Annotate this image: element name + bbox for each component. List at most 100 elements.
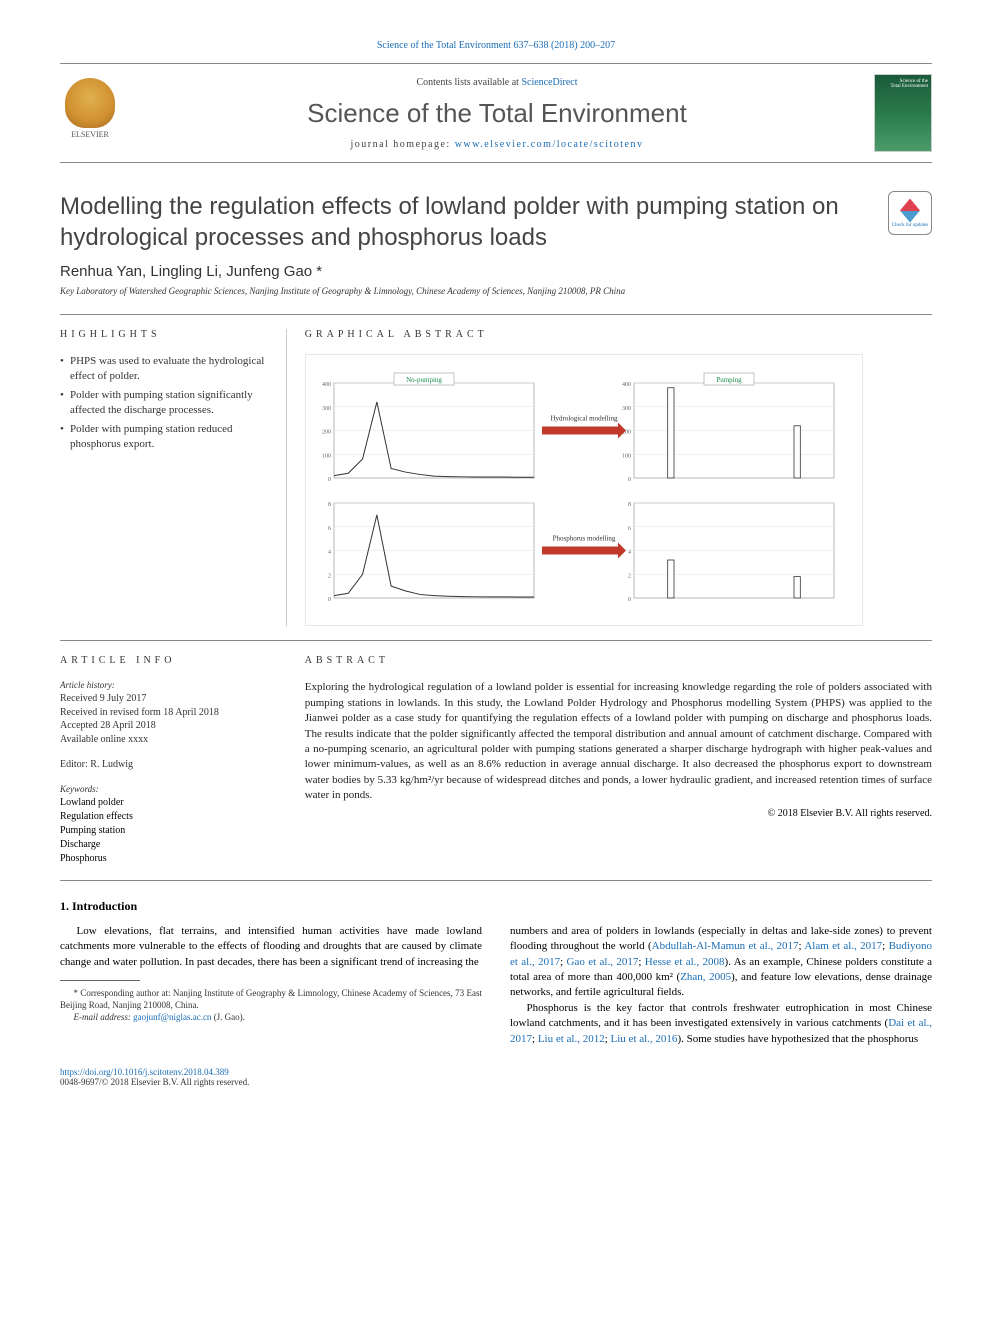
doi-link[interactable]: https://doi.org/10.1016/j.scitotenv.2018… — [60, 1067, 229, 1077]
title-row: Modelling the regulation effects of lowl… — [60, 191, 932, 253]
svg-text:0: 0 — [628, 597, 631, 603]
email-note: E-mail address: gaojunf@niglas.ac.cn (J.… — [60, 1011, 482, 1023]
keyword: Discharge — [60, 838, 269, 852]
highlight-item: Polder with pumping station reduced phos… — [60, 422, 268, 452]
homepage-link[interactable]: www.elsevier.com/locate/scitotenv — [455, 139, 644, 150]
svg-text:2: 2 — [628, 574, 631, 580]
highlights-column: HIGHLIGHTS PHPS was used to evaluate the… — [60, 329, 287, 626]
svg-text:8: 8 — [328, 502, 331, 508]
svg-text:6: 6 — [628, 526, 631, 532]
svg-text:2: 2 — [328, 574, 331, 580]
graphical-label: GRAPHICAL ABSTRACT — [305, 329, 932, 340]
intro-heading: 1. Introduction — [60, 899, 932, 914]
svg-text:100: 100 — [322, 454, 331, 460]
svg-text:Hydrological modelling: Hydrological modelling — [550, 415, 618, 423]
highlight-item: Polder with pumping station significantl… — [60, 388, 268, 418]
journal-name: Science of the Total Environment — [120, 98, 874, 129]
footnote-rule — [60, 980, 140, 981]
footer: https://doi.org/10.1016/j.scitotenv.2018… — [60, 1067, 932, 1087]
ref-link[interactable]: Hesse et al., 2008 — [645, 956, 725, 968]
graphical-abstract-column: GRAPHICAL ABSTRACT 100200300400010020030… — [287, 329, 932, 626]
corresponding-author-note: * Corresponding author at: Nanjing Insti… — [60, 987, 482, 1011]
elsevier-text: ELSEVIER — [71, 130, 109, 139]
keyword: Regulation effects — [60, 810, 269, 824]
svg-text:0: 0 — [328, 477, 331, 483]
ref-link[interactable]: Gao et al., 2017 — [567, 956, 639, 968]
intro-paragraph-cont: numbers and area of polders in lowlands … — [510, 924, 932, 1001]
journal-header: ELSEVIER Contents lists available at Sci… — [60, 63, 932, 163]
authors: Renhua Yan, Lingling Li, Junfeng Gao * — [60, 263, 932, 280]
intro-paragraph: Low elevations, flat terrains, and inten… — [60, 924, 482, 970]
article-info-label: ARTICLE INFO — [60, 655, 269, 666]
history-line: Received in revised form 18 April 2018 — [60, 706, 269, 720]
editor-name: R. Ludwig — [90, 759, 133, 770]
svg-text:300: 300 — [622, 406, 631, 412]
svg-text:400: 400 — [622, 382, 631, 388]
editor-label: Editor: — [60, 759, 90, 770]
article-title: Modelling the regulation effects of lowl… — [60, 191, 873, 253]
svg-text:Phosphorus modelling: Phosphorus modelling — [552, 535, 615, 543]
sciencedirect-link[interactable]: ScienceDirect — [521, 77, 577, 88]
editor-block: Editor: R. Ludwig — [60, 758, 269, 772]
email-label: E-mail address: — [74, 1012, 134, 1022]
abstract-text: Exploring the hydrological regulation of… — [305, 680, 932, 803]
article-info-column: ARTICLE INFO Article history: Received 9… — [60, 655, 287, 866]
homepage-pre: journal homepage: — [350, 139, 454, 150]
svg-text:4: 4 — [628, 550, 631, 556]
ref-link[interactable]: Liu et al., 2012 — [538, 1033, 605, 1045]
highlights-graphical-row: HIGHLIGHTS PHPS was used to evaluate the… — [60, 314, 932, 641]
info-abstract-row: ARTICLE INFO Article history: Received 9… — [60, 655, 932, 881]
ref-link[interactable]: Abdullah-Al-Mamun et al., 2017 — [652, 940, 799, 952]
journal-cover: Science of theTotal Environment — [874, 74, 932, 152]
intro-paragraph-2: Phosphorus is the key factor that contro… — [510, 1001, 932, 1047]
abstract-column: ABSTRACT Exploring the hydrological regu… — [287, 655, 932, 866]
keywords-list: Lowland polder Regulation effects Pumpin… — [60, 796, 269, 866]
svg-text:400: 400 — [322, 382, 331, 388]
history-heading: Article history: — [60, 680, 269, 690]
svg-text:200: 200 — [322, 430, 331, 436]
intro-body: Low elevations, flat terrains, and inten… — [60, 924, 932, 1047]
journal-citation-link[interactable]: Science of the Total Environment 637–638… — [377, 40, 615, 51]
updates-text: Check for updates — [892, 223, 928, 228]
history-line: Accepted 28 April 2018 — [60, 719, 269, 733]
history-line: Received 9 July 2017 — [60, 692, 269, 706]
svg-text:0: 0 — [628, 477, 631, 483]
highlights-label: HIGHLIGHTS — [60, 329, 268, 340]
svg-text:0: 0 — [328, 597, 331, 603]
svg-text:100: 100 — [622, 454, 631, 460]
ref-link[interactable]: Liu et al., 2016 — [611, 1033, 678, 1045]
history-line: Available online xxxx — [60, 733, 269, 747]
email-link[interactable]: gaojunf@niglas.ac.cn — [133, 1012, 211, 1022]
svg-text:300: 300 — [322, 406, 331, 412]
highlights-list: PHPS was used to evaluate the hydrologic… — [60, 354, 268, 451]
email-post: (J. Gao). — [211, 1012, 245, 1022]
elsevier-tree-icon — [65, 78, 115, 128]
graphical-abstract-svg: 100200300400010020030040002468024680No-p… — [314, 363, 854, 613]
svg-text:No-pumping: No-pumping — [406, 376, 442, 384]
elsevier-logo: ELSEVIER — [60, 78, 120, 148]
keyword: Lowland polder — [60, 796, 269, 810]
journal-citation: Science of the Total Environment 637–638… — [60, 40, 932, 51]
keyword: Phosphorus — [60, 852, 269, 866]
svg-text:4: 4 — [328, 550, 331, 556]
svg-text:Pumping: Pumping — [716, 376, 742, 384]
abstract-label: ABSTRACT — [305, 655, 932, 666]
history-block: Received 9 July 2017 Received in revised… — [60, 692, 269, 746]
header-center: Contents lists available at ScienceDirec… — [120, 77, 874, 150]
contents-line: Contents lists available at ScienceDirec… — [120, 77, 874, 88]
ref-link[interactable]: Zhan, 2005 — [680, 971, 731, 983]
ref-link[interactable]: Alam et al., 2017 — [804, 940, 882, 952]
highlight-item: PHPS was used to evaluate the hydrologic… — [60, 354, 268, 384]
keywords-heading: Keywords: — [60, 784, 269, 794]
svg-text:6: 6 — [328, 526, 331, 532]
updates-icon — [900, 199, 920, 223]
graphical-abstract-figure: 100200300400010020030040002468024680No-p… — [305, 354, 863, 626]
affiliation: Key Laboratory of Watershed Geographic S… — [60, 286, 932, 296]
copyright: © 2018 Elsevier B.V. All rights reserved… — [305, 808, 932, 819]
check-updates-badge[interactable]: Check for updates — [888, 191, 932, 235]
keyword: Pumping station — [60, 824, 269, 838]
issn-line: 0048-9697/© 2018 Elsevier B.V. All right… — [60, 1077, 249, 1087]
journal-cover-title: Science of theTotal Environment — [890, 79, 928, 89]
homepage-line: journal homepage: www.elsevier.com/locat… — [120, 139, 874, 150]
contents-pre: Contents lists available at — [416, 77, 521, 88]
